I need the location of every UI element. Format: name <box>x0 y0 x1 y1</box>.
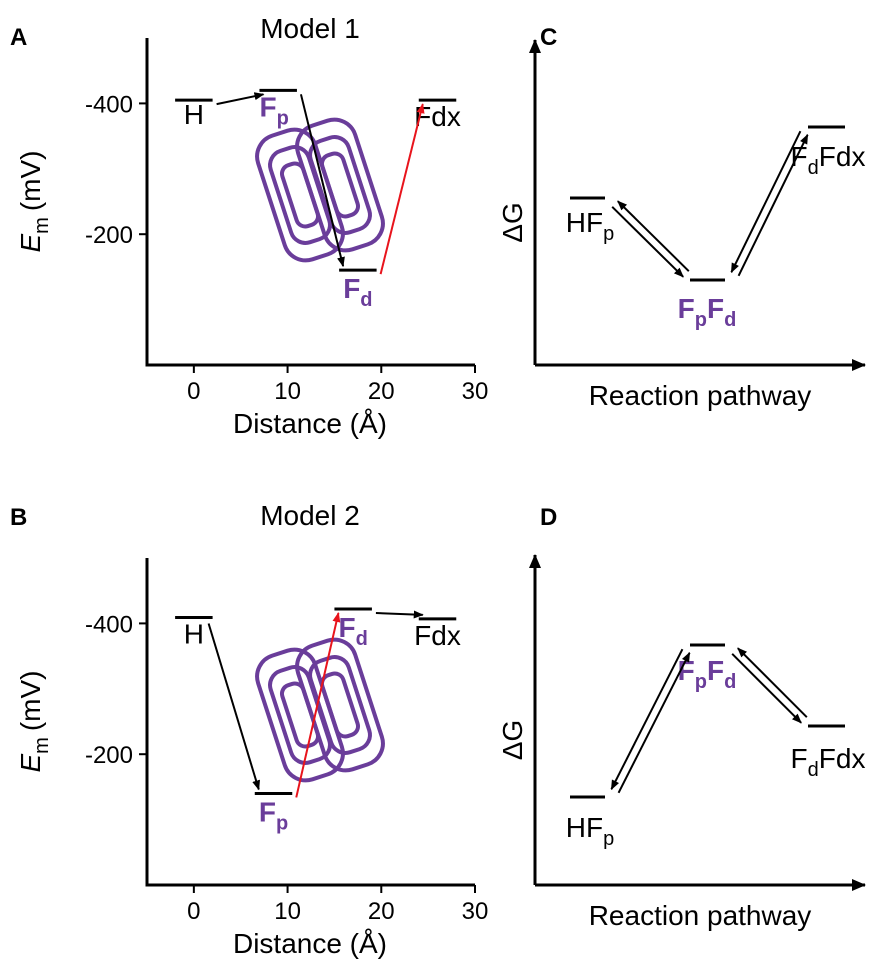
label-part: F <box>707 655 724 686</box>
transfer-arrow <box>375 610 424 619</box>
y-tick-label: -400 <box>85 91 133 118</box>
state-label: HFp <box>566 207 614 245</box>
state-label: HFp <box>566 812 614 850</box>
x-axis-label: Reaction pathway <box>589 900 812 931</box>
level-label: Fdx <box>414 620 461 651</box>
protein-b <box>255 637 385 783</box>
unit: (mV) <box>15 150 46 211</box>
state-label: FpFd <box>678 655 737 693</box>
transfer-arrow <box>216 92 265 106</box>
x-tick-label: 30 <box>462 898 489 925</box>
x-tick-label: 30 <box>462 378 489 405</box>
state-label: FpFd <box>678 293 737 331</box>
axes <box>145 558 475 887</box>
y-axis-label: ΔG <box>497 202 528 242</box>
panel-letter: A <box>10 24 27 51</box>
equilibrium-arrow <box>737 133 809 277</box>
label-part: Fdx <box>414 620 461 651</box>
label-part: H <box>184 99 204 130</box>
transfer-arrow <box>299 94 345 268</box>
symbol: E <box>15 754 46 773</box>
subscript: p <box>277 107 289 129</box>
label-part: F <box>259 796 276 827</box>
label-part: F <box>339 612 356 643</box>
subscript: m <box>31 217 53 234</box>
unit: (mV) <box>15 670 46 731</box>
equilibrium-arrow <box>610 648 684 791</box>
subscript: p <box>603 828 614 850</box>
level-label: Fd <box>339 612 368 650</box>
y-axis-label: ΔG <box>497 720 528 760</box>
panel-letter: C <box>540 24 557 51</box>
equilibrium-arrow <box>731 653 802 724</box>
x-tick-label: 20 <box>368 898 395 925</box>
equilibrium-arrow <box>617 651 691 794</box>
transfer-arrow <box>295 612 341 798</box>
subscript: p <box>695 671 707 693</box>
subscript: d <box>356 628 368 650</box>
x-tick-label: 10 <box>274 898 301 925</box>
label-part: F <box>791 141 808 172</box>
subscript: d <box>360 289 372 311</box>
x-tick-label: 0 <box>187 898 200 925</box>
label-part: H <box>184 619 204 650</box>
state-label: FdFdx <box>791 743 866 781</box>
subscript: d <box>808 759 819 781</box>
panel-letter: D <box>540 504 557 531</box>
subscript: d <box>724 309 736 331</box>
x-tick-label: 20 <box>368 378 395 405</box>
label-part: F <box>678 293 695 324</box>
level-label: H <box>184 99 204 130</box>
level-label: Fd <box>343 273 372 311</box>
y-tick-label: -400 <box>85 611 133 638</box>
subscript: p <box>276 812 288 834</box>
x-axis-label: Reaction pathway <box>589 380 812 411</box>
state-label: FdFdx <box>791 141 866 179</box>
x-axis-label: Distance (Å) <box>233 928 387 959</box>
label-part: HF <box>566 207 603 238</box>
symbol: E <box>15 234 46 253</box>
level-label: Fp <box>260 91 289 129</box>
y-tick-label: -200 <box>85 222 133 249</box>
y-axis-label: Em (mV) <box>15 670 53 772</box>
level-label: Fp <box>259 796 288 834</box>
label-part: Fdx <box>819 743 866 774</box>
label-part: HF <box>566 812 603 843</box>
label-part: Fdx <box>414 101 461 132</box>
label-part: F <box>791 743 808 774</box>
label-part: F <box>707 293 724 324</box>
subscript: d <box>724 671 736 693</box>
equilibrium-arrow <box>737 647 808 718</box>
label-part: Fdx <box>819 141 866 172</box>
axes <box>145 38 475 367</box>
panel-title: Model 2 <box>260 500 360 531</box>
label-part: F <box>678 655 695 686</box>
subscript: m <box>31 737 53 754</box>
equilibrium-arrow <box>617 200 690 272</box>
panel-letter: B <box>10 504 27 531</box>
transfer-arrow <box>207 623 260 791</box>
equilibrium-arrow <box>611 206 684 278</box>
label-part: F <box>260 91 277 122</box>
subscript: d <box>808 157 819 179</box>
panel-title: Model 1 <box>260 13 360 44</box>
y-axis-label: Em (mV) <box>15 150 53 252</box>
level-label: H <box>184 619 204 650</box>
transfer-arrow <box>379 103 425 275</box>
subscript: p <box>603 223 614 245</box>
y-tick-label: -200 <box>85 742 133 769</box>
protein-a <box>255 117 385 263</box>
label-part: F <box>343 273 360 304</box>
equilibrium-arrow <box>730 130 802 274</box>
level-label: Fdx <box>414 101 461 132</box>
subscript: p <box>695 309 707 331</box>
x-tick-label: 0 <box>187 378 200 405</box>
x-axis-label: Distance (Å) <box>233 408 387 439</box>
x-tick-label: 10 <box>274 378 301 405</box>
